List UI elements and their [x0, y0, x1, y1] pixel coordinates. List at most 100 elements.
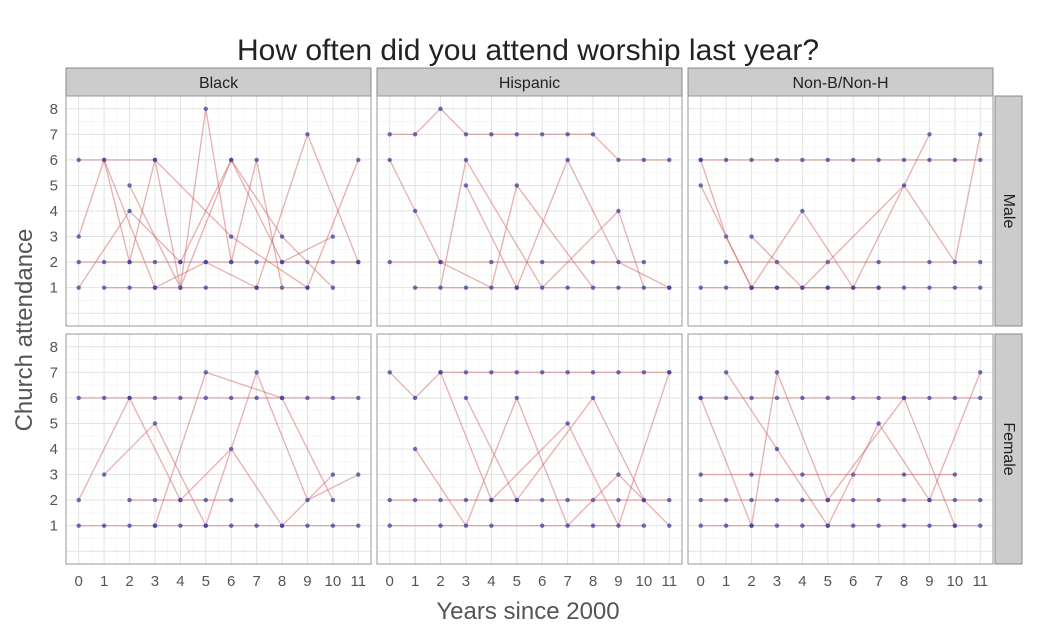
series-line [78, 396, 334, 527]
facet-strip-black [65, 67, 372, 97]
data-point [152, 259, 158, 265]
data-point [952, 285, 958, 290]
data-point [463, 157, 469, 163]
data-point [305, 523, 310, 528]
data-point [387, 523, 392, 528]
data-point [330, 497, 336, 503]
x-tick-label: 0 [75, 573, 83, 590]
data-point [978, 157, 983, 163]
data-point [203, 106, 208, 111]
x-tick-label: 6 [227, 573, 235, 590]
data-point [800, 497, 805, 503]
y-axis-label: Church attendance [11, 229, 38, 432]
data-point [901, 157, 907, 163]
data-point [438, 497, 443, 503]
data-point [178, 497, 183, 503]
data-point [978, 523, 983, 528]
data-point [565, 370, 570, 375]
data-point [178, 395, 183, 401]
data-point [489, 132, 494, 137]
data-point [749, 523, 754, 528]
data-point [127, 523, 132, 528]
data-point [76, 234, 81, 239]
data-point [565, 523, 570, 528]
series-line [103, 132, 359, 289]
data-point [203, 523, 208, 528]
data-point [927, 132, 932, 137]
data-point [254, 285, 259, 290]
data-point [279, 234, 285, 239]
x-tick-label: 11 [973, 573, 989, 590]
data-point [178, 523, 183, 528]
y-tick-label: 6 [50, 390, 58, 407]
data-point [616, 523, 621, 528]
x-tick-label: 0 [697, 573, 705, 590]
series-line [700, 159, 879, 289]
facet-strip-label: Black [199, 75, 239, 92]
y-tick-label: 1 [50, 518, 58, 535]
data-point [101, 285, 107, 290]
data-point [616, 157, 621, 163]
data-point [76, 259, 81, 265]
data-point [723, 395, 729, 401]
x-tick-label: 3 [462, 573, 470, 590]
data-point [774, 446, 780, 452]
y-tick-label: 3 [50, 467, 58, 484]
data-point [641, 157, 647, 163]
data-point [565, 421, 570, 426]
series-line [700, 369, 956, 529]
data-point [305, 395, 310, 401]
data-point [825, 395, 830, 401]
data-point [356, 395, 361, 401]
x-tick-label: 9 [614, 573, 622, 590]
data-point [76, 395, 81, 401]
data-point [774, 395, 780, 401]
data-point [229, 259, 234, 265]
y-tick-label: 3 [50, 229, 58, 246]
data-point [229, 157, 234, 163]
data-point [412, 132, 418, 137]
facet-strip-hispanic [376, 67, 683, 97]
data-point [463, 132, 469, 137]
series-line [103, 370, 359, 528]
data-point [667, 157, 672, 163]
data-point [800, 285, 805, 290]
data-point [825, 157, 830, 163]
x-tick-label: 2 [125, 573, 133, 590]
data-point [330, 523, 336, 528]
data-point [616, 370, 621, 375]
data-point [723, 497, 729, 503]
data-point [774, 523, 780, 528]
data-point [438, 523, 443, 528]
data-point [698, 183, 703, 188]
data-point [463, 183, 469, 188]
data-point [749, 472, 754, 477]
data-point [514, 497, 519, 503]
data-point [540, 285, 545, 290]
data-point [101, 157, 107, 163]
data-point [667, 523, 672, 528]
data-point [590, 395, 596, 401]
data-point [978, 395, 983, 401]
panel-border [376, 333, 683, 565]
facet-strip-male [994, 95, 1023, 327]
data-point [540, 523, 545, 528]
data-point [927, 259, 932, 265]
data-point [412, 208, 418, 214]
data-point [254, 395, 259, 401]
data-point [774, 259, 780, 265]
data-point [723, 157, 729, 163]
data-point [774, 285, 780, 290]
data-point [489, 285, 494, 290]
data-point [876, 285, 881, 290]
x-tick-label: 8 [589, 573, 597, 590]
x-tick-label: 0 [386, 573, 394, 590]
data-point [514, 183, 519, 188]
data-point [203, 370, 208, 375]
panel-border [687, 95, 994, 327]
x-tick-label: 10 [325, 573, 342, 590]
y-tick-label: 7 [50, 126, 58, 143]
data-point [876, 523, 881, 528]
x-tick-label: 5 [202, 573, 210, 590]
data-point [489, 497, 494, 503]
